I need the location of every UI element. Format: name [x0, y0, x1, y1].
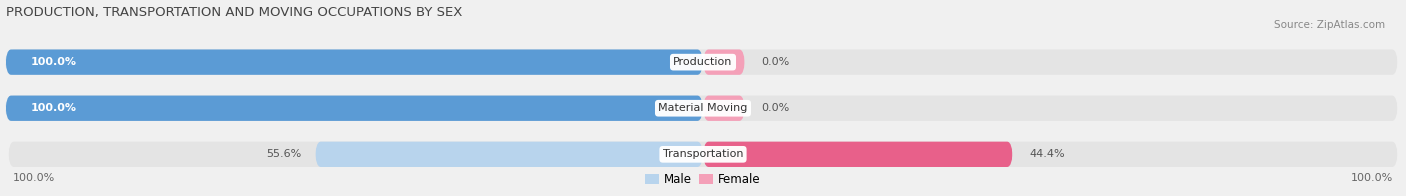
Text: 100.0%: 100.0% [31, 57, 77, 67]
Text: 44.4%: 44.4% [1029, 149, 1064, 159]
FancyBboxPatch shape [703, 96, 745, 121]
Text: Source: ZipAtlas.com: Source: ZipAtlas.com [1274, 20, 1385, 30]
Text: 100.0%: 100.0% [31, 103, 77, 113]
FancyBboxPatch shape [6, 96, 703, 121]
Text: 100.0%: 100.0% [13, 173, 55, 183]
Text: PRODUCTION, TRANSPORTATION AND MOVING OCCUPATIONS BY SEX: PRODUCTION, TRANSPORTATION AND MOVING OC… [6, 5, 463, 19]
Text: Material Moving: Material Moving [658, 103, 748, 113]
Text: Production: Production [673, 57, 733, 67]
FancyBboxPatch shape [315, 142, 703, 167]
Legend: Male, Female: Male, Female [641, 169, 765, 191]
Text: 0.0%: 0.0% [762, 103, 790, 113]
Text: Transportation: Transportation [662, 149, 744, 159]
FancyBboxPatch shape [6, 49, 703, 75]
FancyBboxPatch shape [8, 49, 1398, 75]
FancyBboxPatch shape [8, 96, 1398, 121]
Text: 0.0%: 0.0% [762, 57, 790, 67]
FancyBboxPatch shape [703, 49, 745, 75]
Text: 100.0%: 100.0% [1351, 173, 1393, 183]
FancyBboxPatch shape [8, 142, 1398, 167]
FancyBboxPatch shape [703, 142, 1012, 167]
Text: 55.6%: 55.6% [266, 149, 301, 159]
